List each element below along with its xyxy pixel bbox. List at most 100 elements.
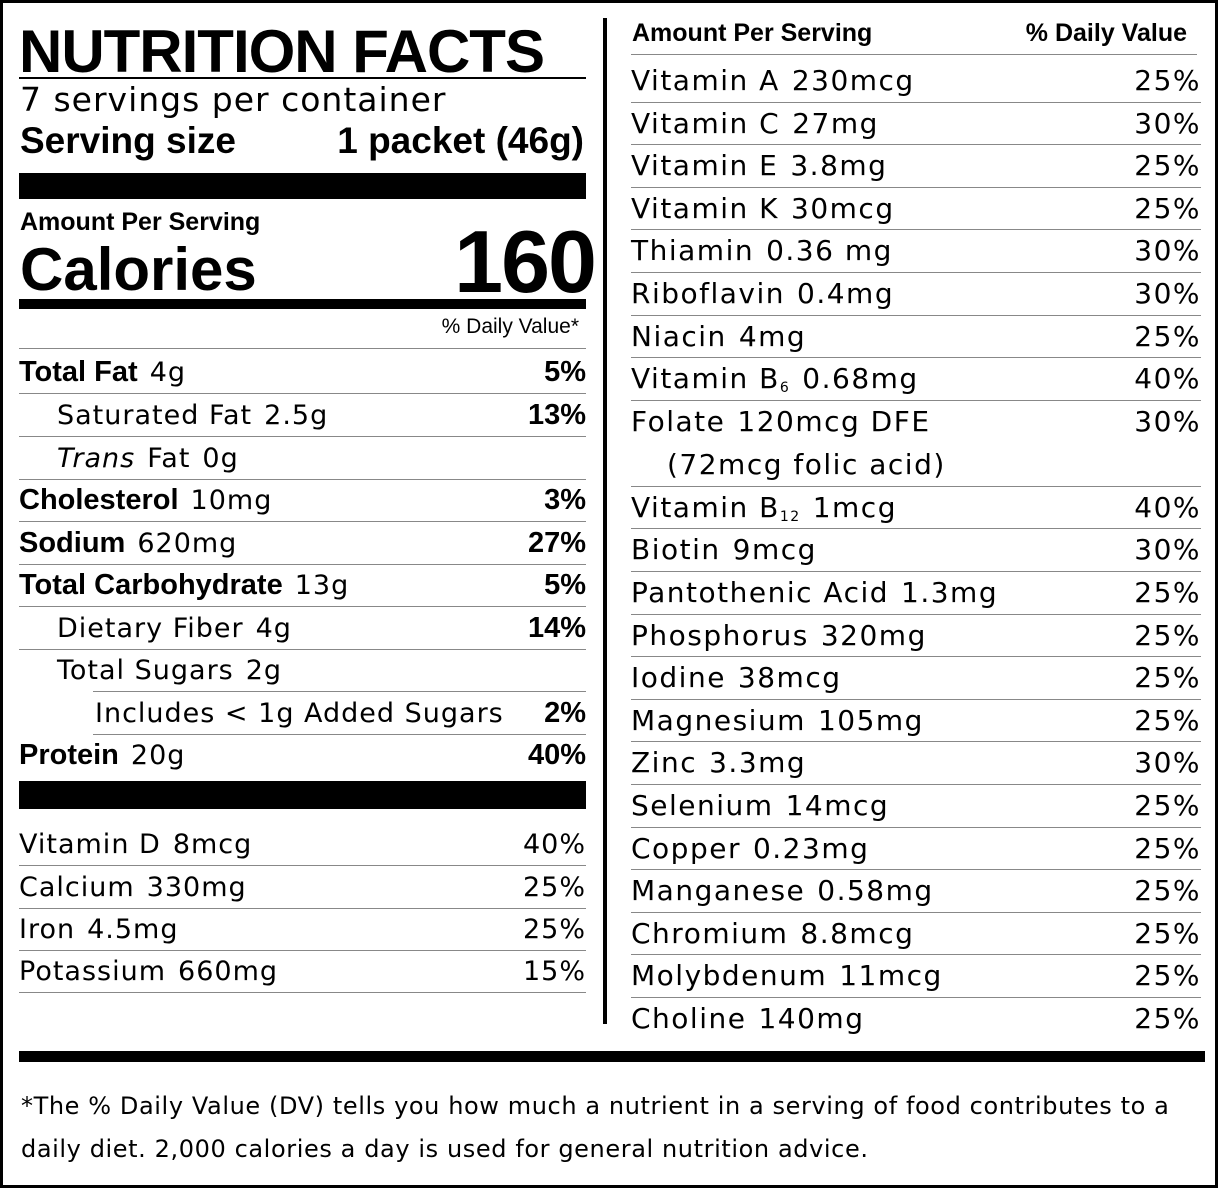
- dv: 5%: [544, 355, 586, 388]
- dv: 25%: [522, 913, 586, 945]
- item-line: Magnesium 105mg: [631, 704, 924, 737]
- dv: 15%: [522, 955, 586, 987]
- item-name: Selenium: [631, 789, 774, 822]
- item-text: Niacin 4mg: [631, 320, 806, 353]
- amount: 27mg: [792, 106, 879, 140]
- item-text: Molybdenum 11mcg: [631, 959, 943, 992]
- item-line: Choline 140mg: [631, 1002, 864, 1035]
- item-line: Thiamin 0.36 mg: [631, 234, 893, 267]
- dv: 40%: [527, 738, 586, 771]
- rule: [19, 77, 586, 79]
- item-name: Vitamin C: [631, 106, 781, 140]
- item-line: Riboflavin 0.4mg: [631, 277, 894, 310]
- item-text: Iodine 38mcg: [631, 661, 842, 694]
- item-row: Niacin 4mg 25%: [631, 316, 1201, 359]
- nutrient-row: Includes < 1g Added Sugars 2%: [93, 691, 586, 735]
- nutrient-name: Total Fat: [19, 355, 138, 388]
- item-row: Manganese 0.58mg 25%: [631, 870, 1201, 913]
- amount: 330mg: [146, 871, 247, 903]
- item-text: Phosphorus 320mg: [631, 619, 927, 652]
- thick-rule: [19, 173, 586, 199]
- dv: 25%: [1134, 703, 1201, 737]
- servings: 7 servings per container: [20, 80, 447, 119]
- dv: 14%: [527, 611, 586, 644]
- nutrient-row: Total Fat 4g 5%: [19, 351, 586, 394]
- dv: 25%: [1134, 874, 1201, 908]
- item-text: Magnesium 105mg: [631, 704, 924, 737]
- vitamin-name: Calcium: [19, 871, 135, 903]
- item-row: Choline 140mg 25%: [631, 998, 1201, 1041]
- item-row: Vitamin E 3.8mg 25%: [631, 145, 1201, 188]
- dv: 25%: [1134, 1002, 1201, 1035]
- item-name: Molybdenum: [631, 959, 828, 993]
- item-line: Vitamin A 230mcg: [631, 64, 915, 97]
- nutrient-name: Cholesterol: [19, 483, 179, 516]
- dv: 25%: [1134, 64, 1201, 97]
- dv: 30%: [1134, 277, 1201, 310]
- item-row: Vitamin C 27mg 30%: [631, 103, 1201, 146]
- vitamin-row: Vitamin D 8mcg 40%: [19, 823, 586, 866]
- amount: 230mcg: [791, 64, 915, 97]
- dv: 40%: [522, 828, 586, 860]
- dv: 25%: [1134, 576, 1201, 609]
- amount: 1.3mg: [901, 576, 999, 609]
- amount: 38mcg: [737, 661, 842, 695]
- item-row: Folate 120mcg DFE (72mcg folic acid) 30%: [631, 401, 1201, 487]
- amount: 0.23mg: [752, 831, 870, 865]
- item-row: Zinc 3.3mg 30%: [631, 742, 1201, 785]
- nutrient-name: Protein: [19, 738, 119, 771]
- amount: 2.5g: [264, 399, 329, 431]
- vitamin-row: Iron 4.5mg 25%: [19, 908, 586, 951]
- item-line: Pantothenic Acid 1.3mg: [631, 576, 998, 609]
- nutrient-row: Total Sugars 2g: [19, 649, 586, 691]
- calories-label: Calories: [20, 236, 257, 303]
- dv-header: % Daily Value*: [441, 315, 579, 338]
- vitamin-row: Potassium 660mg 15%: [19, 950, 586, 993]
- dv: 5%: [544, 568, 586, 601]
- vitamin-row: Calcium 330mg 25%: [19, 866, 586, 909]
- item-row: Vitamin B12 1mcg 40%: [631, 487, 1201, 530]
- item-text: Riboflavin 0.4mg: [631, 277, 894, 310]
- item-name: Vitamin A: [631, 64, 780, 97]
- item-line: Vitamin K 30mcg: [631, 192, 895, 225]
- amount: 4.5mg: [87, 913, 179, 945]
- item-line: Vitamin B12 1mcg: [631, 491, 897, 525]
- amount: 0.58mg: [817, 874, 934, 908]
- item-row: Phosphorus 320mg 25%: [631, 615, 1201, 658]
- amount-per-serving: Amount Per Serving: [20, 208, 261, 236]
- item-line: Phosphorus 320mg: [631, 619, 927, 652]
- nutrient-name: Sodium: [19, 526, 126, 559]
- dv: 25%: [1134, 618, 1201, 652]
- dv: 30%: [1134, 533, 1201, 567]
- dv: 25%: [1134, 149, 1201, 183]
- item-line: Chromium 8.8mcg: [631, 917, 914, 950]
- item-note: (72mcg folic acid): [667, 447, 946, 481]
- amount: 320mg: [820, 618, 927, 652]
- item-name: Copper: [631, 831, 741, 865]
- vitamin-name: Potassium: [19, 955, 167, 987]
- amount: 10mg: [190, 484, 273, 516]
- serving-size: 1 packet (46g): [337, 120, 584, 161]
- item-name: Choline: [631, 1002, 747, 1035]
- amount: 0.68mg: [802, 362, 919, 396]
- item-line: Iodine 38mcg: [631, 661, 842, 694]
- dv: 25%: [1134, 319, 1201, 353]
- amount: 30mcg: [791, 191, 895, 225]
- item-text: Selenium 14mcg: [631, 789, 889, 822]
- item-row: Riboflavin 0.4mg 30%: [631, 273, 1201, 316]
- dv: 30%: [1134, 404, 1201, 438]
- nutrient-row: Trans Fat 0g: [19, 437, 586, 480]
- amount: 4g: [255, 612, 292, 644]
- amount: 8mcg: [172, 828, 253, 860]
- amount: 105mg: [817, 703, 924, 737]
- item-row: Vitamin A 230mcg 25%: [631, 60, 1201, 103]
- rule: [19, 348, 586, 349]
- item-line: Vitamin E 3.8mg: [631, 149, 887, 182]
- item-text: Vitamin C 27mg: [631, 107, 879, 140]
- nutrient-row: Dietary Fiber 4g 14%: [19, 607, 586, 650]
- thick-rule: [19, 781, 586, 809]
- amount: 0g: [202, 442, 239, 474]
- item-line: Manganese 0.58mg: [631, 874, 934, 907]
- item-text: Copper 0.23mg: [631, 832, 869, 865]
